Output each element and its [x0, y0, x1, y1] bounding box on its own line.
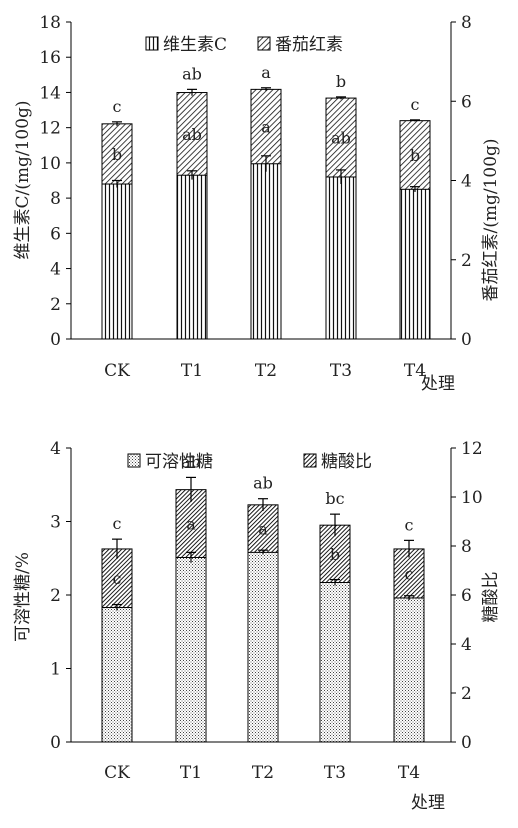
right-tick-label: 6	[461, 92, 472, 112]
left-tick-label: 6	[50, 224, 61, 244]
significance-label: c	[113, 569, 122, 588]
legend-label: 可溶性糖	[145, 452, 213, 472]
right-tick-label: 8	[461, 13, 472, 33]
significance-label: a	[261, 118, 271, 137]
left-tick-label: 4	[50, 439, 61, 459]
bar-可溶性糖	[319, 582, 351, 743]
left-tick-label: 2	[50, 295, 61, 315]
significance-label: c	[405, 515, 414, 534]
significance-label: c	[113, 514, 122, 533]
significance-label: ab	[182, 125, 202, 144]
left-axis-title: 维生素C/(mg/100g)	[13, 100, 33, 259]
significance-label: c	[113, 97, 122, 116]
right-tick-label: 8	[461, 537, 472, 557]
right-axis-title: 番茄红素/(mg/100g)	[481, 138, 501, 301]
x-axis-title: 处理	[411, 793, 445, 813]
left-tick-label: 1	[50, 660, 61, 680]
right-tick-label: 2	[461, 684, 472, 704]
bar-可溶性糖	[247, 551, 279, 743]
right-tick-label: 4	[461, 172, 472, 192]
right-tick-label: 6	[461, 586, 472, 606]
significance-label: ab	[331, 129, 351, 148]
category-label: T1	[180, 763, 202, 783]
left-tick-label: 10	[39, 154, 61, 174]
legend-label: 维生素C	[163, 35, 227, 55]
significance-label: ab	[253, 474, 273, 493]
left-tick-label: 12	[39, 119, 61, 139]
category-label: T3	[330, 361, 352, 381]
left-tick-label: 3	[50, 513, 61, 533]
x-axis-title: 处理	[421, 374, 455, 394]
bar-可溶性糖	[175, 557, 207, 743]
significance-label: ab	[181, 452, 201, 471]
significance-label: c	[405, 564, 414, 583]
right-tick-label: 10	[461, 488, 483, 508]
bar-维生素C	[250, 163, 282, 340]
significance-label: a	[186, 515, 196, 534]
legend-label: 糖酸比	[321, 452, 372, 472]
bar-维生素C	[101, 183, 133, 340]
left-tick-label: 8	[50, 189, 61, 209]
category-label: CK	[104, 763, 130, 783]
significance-label: b	[330, 545, 340, 564]
left-tick-label: 16	[39, 48, 61, 68]
legend-swatch	[257, 36, 271, 51]
right-tick-label: 0	[461, 733, 472, 753]
significance-label: b	[112, 145, 122, 164]
legend-label: 番茄红素	[275, 35, 343, 55]
bar-维生素C	[399, 188, 431, 340]
left-tick-label: 0	[50, 330, 61, 350]
left-tick-label: 18	[39, 13, 61, 33]
left-tick-label: 2	[50, 586, 61, 606]
bar-维生素C	[176, 174, 208, 340]
bar-维生素C	[325, 176, 357, 340]
legend-swatch	[127, 453, 141, 468]
category-label: CK	[104, 361, 130, 381]
significance-label: b	[336, 72, 346, 91]
significance-label: ab	[182, 64, 202, 83]
legend-swatch	[145, 36, 159, 51]
bar-可溶性糖	[393, 597, 425, 743]
category-label: T4	[404, 361, 426, 381]
legend-swatch	[303, 453, 317, 468]
significance-label: a	[258, 520, 268, 539]
right-axis-title: 糖酸比	[481, 572, 501, 623]
bar-可溶性糖	[101, 606, 133, 743]
left-tick-label: 0	[50, 733, 61, 753]
right-tick-label: 0	[461, 330, 472, 350]
right-tick-label: 2	[461, 251, 472, 271]
left-axis-title: 可溶性糖/%	[13, 552, 33, 642]
significance-label: c	[411, 95, 420, 114]
right-tick-label: 4	[461, 635, 472, 655]
significance-label: bc	[325, 489, 344, 508]
category-label: T1	[181, 361, 203, 381]
category-label: T4	[398, 763, 420, 783]
significance-label: b	[410, 146, 420, 165]
significance-label: a	[261, 63, 271, 82]
right-tick-label: 12	[461, 439, 483, 459]
category-label: T2	[255, 361, 277, 381]
left-tick-label: 4	[50, 260, 61, 280]
category-label: T3	[324, 763, 346, 783]
category-label: T2	[252, 763, 274, 783]
left-tick-label: 14	[39, 83, 61, 103]
